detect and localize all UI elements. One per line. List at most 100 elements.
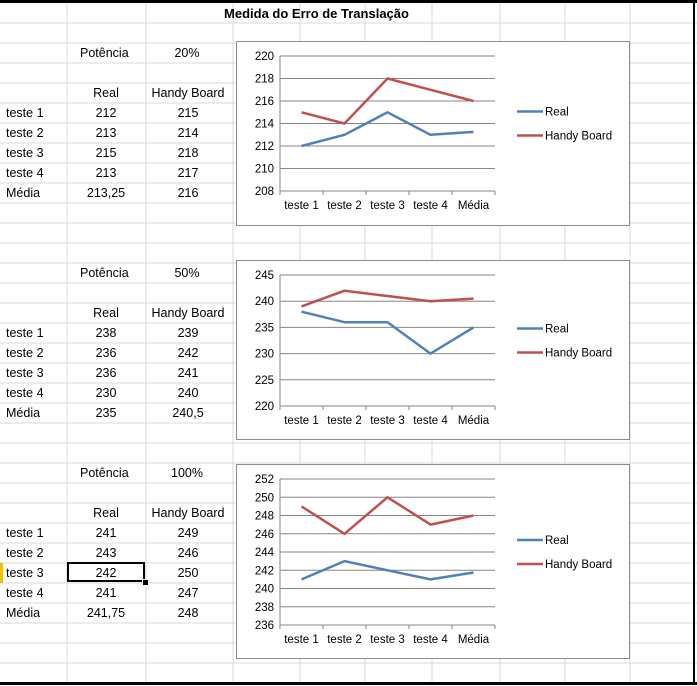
x-tick-label: Média: [458, 200, 490, 212]
y-tick-label: 214: [255, 119, 275, 131]
row-label[interactable]: teste 3: [6, 366, 44, 380]
series-line-handy-board: [301, 289, 474, 308]
row-label[interactable]: teste 3: [6, 566, 44, 580]
cell-real[interactable]: 236: [95, 346, 117, 360]
col-header-handy[interactable]: Handy Board: [151, 86, 225, 100]
cell-handy[interactable]: 241: [177, 366, 199, 380]
x-tick-label: teste 4: [413, 415, 448, 427]
col-header-handy[interactable]: Handy Board: [151, 306, 225, 320]
legend-label: Handy Board: [545, 348, 612, 360]
cell-handy[interactable]: 248: [177, 606, 199, 620]
cell-handy[interactable]: 218: [177, 146, 199, 160]
series-line-real: [301, 310, 475, 355]
cell-handy[interactable]: 239: [177, 326, 199, 340]
x-tick-label: teste 4: [413, 200, 448, 212]
x-tick-label: teste 3: [370, 634, 405, 646]
cell-real[interactable]: 235: [95, 406, 117, 420]
col-header-real[interactable]: Real: [93, 306, 119, 320]
cell-real[interactable]: 241: [95, 586, 117, 600]
potencia-value[interactable]: 100%: [171, 466, 203, 480]
sheet-bottom-border: [0, 682, 697, 685]
x-tick-label: teste 3: [370, 415, 405, 427]
row-label[interactable]: teste 4: [6, 166, 44, 180]
sheet-title: Medida do Erro de Translação: [224, 6, 409, 21]
cell-handy[interactable]: 246: [177, 546, 199, 560]
cell-real-selected[interactable]: 242: [95, 566, 117, 580]
cell-real[interactable]: 230: [95, 386, 117, 400]
chart-20pct[interactable]: 208 210 212 214 216 218 220 teste 1 teste 2 teste…: [236, 41, 630, 226]
cell-handy[interactable]: 217: [177, 166, 199, 180]
legend-label: Handy Board: [545, 559, 612, 571]
x-tick-label: Média: [458, 415, 490, 427]
y-tick-label: 242: [255, 565, 274, 577]
row-label[interactable]: teste 4: [6, 386, 44, 400]
series-line-handy-board: [300, 496, 474, 536]
y-tick-label: 250: [255, 492, 274, 504]
selected-cell-outline[interactable]: [67, 562, 145, 582]
potencia-label[interactable]: Potência: [80, 466, 129, 480]
cell-real[interactable]: 241: [95, 526, 117, 540]
row-label[interactable]: teste 2: [6, 126, 44, 140]
col-header-real[interactable]: Real: [93, 86, 119, 100]
col-header-real[interactable]: Real: [93, 506, 119, 520]
y-tick-label: 216: [255, 96, 274, 108]
x-tick-label: Média: [458, 634, 490, 646]
chart-50pct[interactable]: 220 225 230 235 240 245 teste 1 teste 2 teste 3 t…: [236, 260, 630, 440]
y-tick-label: 238: [255, 602, 274, 614]
cell-handy[interactable]: 250: [177, 566, 199, 580]
potencia-value[interactable]: 50%: [174, 266, 200, 280]
row-label[interactable]: Média: [6, 606, 41, 620]
cell-real[interactable]: 212: [95, 106, 117, 120]
legend-label: Handy Board: [545, 131, 612, 143]
row-label[interactable]: teste 3: [6, 146, 44, 160]
cell-real[interactable]: 213: [95, 166, 117, 180]
y-tick-label: 235: [255, 322, 274, 334]
cell-handy[interactable]: 214: [177, 126, 199, 140]
y-tick-label: 220: [255, 401, 274, 413]
y-tick-label: 252: [255, 474, 274, 486]
x-tick-label: teste 1: [284, 634, 319, 646]
cell-real[interactable]: 215: [95, 146, 117, 160]
cell-handy[interactable]: 215: [177, 106, 199, 120]
series-line-real: [301, 111, 474, 148]
chart-100pct[interactable]: 236 238 240 242 244 246 248 250 252 teste 1 teste …: [236, 464, 630, 659]
fill-handle[interactable]: [142, 579, 149, 586]
y-tick-label: 230: [255, 349, 274, 361]
cell-handy[interactable]: 249: [177, 526, 199, 540]
potencia-label[interactable]: Potência: [80, 266, 129, 280]
row-label[interactable]: teste 4: [6, 586, 44, 600]
cell-handy[interactable]: 247: [177, 586, 199, 600]
active-row-indicator: [0, 563, 3, 583]
cell-handy[interactable]: 216: [177, 186, 199, 200]
y-tick-label: 240: [255, 296, 274, 308]
legend-label: Real: [545, 535, 569, 547]
series-line-real: [301, 559, 474, 581]
x-tick-label: teste 2: [327, 634, 362, 646]
col-header-handy[interactable]: Handy Board: [151, 506, 225, 520]
row-label[interactable]: teste 1: [6, 106, 44, 120]
row-label[interactable]: teste 2: [6, 346, 44, 360]
cell-handy[interactable]: 242: [177, 346, 199, 360]
cell-real[interactable]: 236: [95, 366, 117, 380]
row-label[interactable]: Média: [6, 186, 41, 200]
cell-real[interactable]: 213,25: [86, 186, 126, 200]
cell-handy[interactable]: 240,5: [172, 406, 204, 420]
cell-real[interactable]: 241,75: [86, 606, 126, 620]
cell-real[interactable]: 238: [95, 326, 117, 340]
row-label[interactable]: teste 1: [6, 526, 44, 540]
y-tick-label: 220: [255, 51, 274, 63]
y-tick-label: 248: [255, 511, 274, 523]
legend-label: Real: [545, 324, 569, 336]
potencia-value[interactable]: 20%: [174, 46, 200, 60]
y-tick-label: 245: [255, 270, 274, 282]
potencia-label[interactable]: Potência: [80, 46, 129, 60]
legend-label: Real: [545, 107, 569, 119]
cell-real[interactable]: 243: [95, 546, 117, 560]
cell-handy[interactable]: 240: [177, 386, 199, 400]
y-tick-label: 218: [255, 74, 274, 86]
y-tick-label: 210: [255, 164, 274, 176]
cell-real[interactable]: 213: [95, 126, 117, 140]
row-label[interactable]: teste 1: [6, 326, 44, 340]
row-label[interactable]: Média: [6, 406, 41, 420]
row-label[interactable]: teste 2: [6, 546, 44, 560]
